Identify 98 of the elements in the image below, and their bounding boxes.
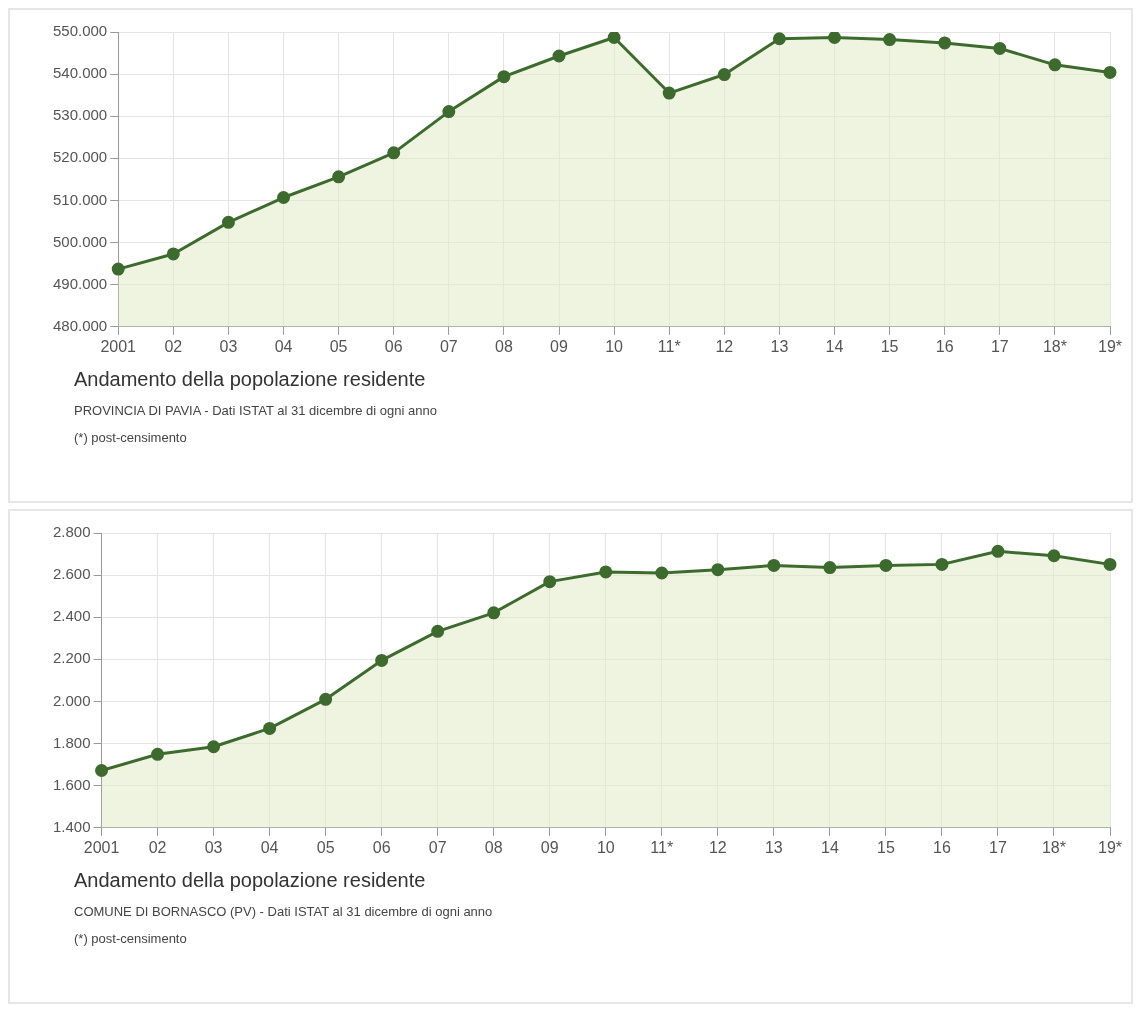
point <box>221 215 235 229</box>
x-tick-label: 12 <box>715 337 734 355</box>
x-tick-label: 09 <box>540 838 559 856</box>
x-tick-label: 19* <box>1097 337 1123 355</box>
y-tick-label: 530.000 <box>52 106 108 124</box>
x-tick-label: 17 <box>989 838 1007 856</box>
x-tick-label: 09 <box>550 337 569 355</box>
y-tick-label: 1.600 <box>52 775 91 793</box>
x-tick-label: 13 <box>764 838 783 856</box>
x-tick-label: 13 <box>770 337 789 355</box>
x-tick-label: 18* <box>1042 337 1067 355</box>
y-tick-label: 490.000 <box>52 274 108 292</box>
point <box>552 49 566 63</box>
x-tick-label: 12 <box>708 838 727 856</box>
text: (*) post-censimento <box>74 430 188 445</box>
point <box>151 747 165 761</box>
text: (*) post-censimento <box>74 931 188 946</box>
y-tick-label: 1.800 <box>52 733 91 751</box>
y-tick-label: 2.200 <box>52 649 91 667</box>
point <box>599 565 613 579</box>
y-tick-label: 510.000 <box>52 190 108 208</box>
x-tick-label: 11* <box>650 838 674 856</box>
point <box>1047 549 1061 563</box>
point <box>487 606 501 620</box>
point <box>938 36 952 50</box>
x-tick-label: 15 <box>880 337 899 355</box>
point <box>442 105 456 119</box>
x-tick-label: 15 <box>877 838 895 856</box>
text: Andamento della popolazione residente <box>74 869 427 892</box>
point <box>607 32 621 44</box>
y-tick-label: 550.000 <box>52 22 108 40</box>
x-tick-label: 07 <box>439 337 458 355</box>
point <box>95 764 109 778</box>
y-tick-label: 2.000 <box>52 691 91 709</box>
point <box>717 68 731 82</box>
point <box>431 624 445 638</box>
x-tick-label: 2001 <box>83 838 120 856</box>
x-tick-label: 16 <box>935 337 954 355</box>
x-tick-label: 03 <box>204 838 223 856</box>
x-tick-label: 06 <box>384 337 403 355</box>
text: PROVINCIA DI PAVIA - Dati ISTAT al 31 dicembre di ogni anno <box>74 403 438 418</box>
point <box>883 33 897 47</box>
y-tick-label: 480.000 <box>52 316 108 334</box>
y-tick-label: 540.000 <box>52 64 108 82</box>
point <box>1103 65 1117 79</box>
point <box>772 32 786 46</box>
x-tick-label: 05 <box>329 337 348 355</box>
x-tick-label: 04 <box>260 838 279 856</box>
point <box>263 721 277 735</box>
x-tick-label: 11* <box>657 337 681 355</box>
point <box>879 558 893 572</box>
x-tick-label: 14 <box>820 838 839 856</box>
point <box>655 566 669 580</box>
y-tick-label: 2.800 <box>52 523 91 541</box>
point <box>166 247 180 261</box>
point <box>111 262 125 276</box>
x-tick-label: 16 <box>933 838 951 856</box>
x-tick-label: 08 <box>484 838 503 856</box>
x-tick-label: 06 <box>372 838 391 856</box>
text: Andamento della popolazione residente <box>74 368 427 391</box>
x-tick-label: 19* <box>1097 838 1123 856</box>
point <box>991 544 1005 558</box>
point <box>823 561 837 575</box>
point <box>662 86 676 100</box>
x-tick-label: 17 <box>990 337 1009 355</box>
x-tick-label: 07 <box>428 838 447 856</box>
x-tick-label: 02 <box>148 838 167 856</box>
point <box>332 170 346 184</box>
y-tick-label: 2.600 <box>52 565 91 583</box>
point <box>993 41 1007 55</box>
point <box>543 575 557 589</box>
x-tick-label: 04 <box>274 337 293 355</box>
point <box>375 653 389 667</box>
point <box>387 146 401 160</box>
x-tick-label: 10 <box>596 838 615 856</box>
point <box>828 32 842 44</box>
x-tick-label: 03 <box>219 337 238 355</box>
y-tick-label: 500.000 <box>52 232 108 250</box>
x-tick-label: 08 <box>495 337 513 355</box>
y-tick-label: 520.000 <box>52 148 108 166</box>
point <box>277 191 291 205</box>
y-tick-label: 2.400 <box>52 607 91 625</box>
point <box>711 563 725 577</box>
point <box>1048 58 1062 72</box>
point <box>935 557 949 571</box>
x-tick-label: 05 <box>316 838 335 856</box>
x-tick-label: 10 <box>605 337 624 355</box>
x-tick-label: 2001 <box>100 337 137 355</box>
x-tick-label: 02 <box>164 337 183 355</box>
point <box>497 70 511 84</box>
point <box>767 558 781 572</box>
point <box>1103 557 1117 571</box>
y-tick-label: 1.400 <box>52 817 91 835</box>
x-tick-label: 14 <box>825 337 844 355</box>
point <box>319 692 333 706</box>
x-tick-label: 18* <box>1041 838 1066 856</box>
text: COMUNE DI BORNASCO (PV) - Dati ISTAT al 31 dicembre di ogni anno <box>74 904 494 919</box>
point <box>207 740 221 754</box>
